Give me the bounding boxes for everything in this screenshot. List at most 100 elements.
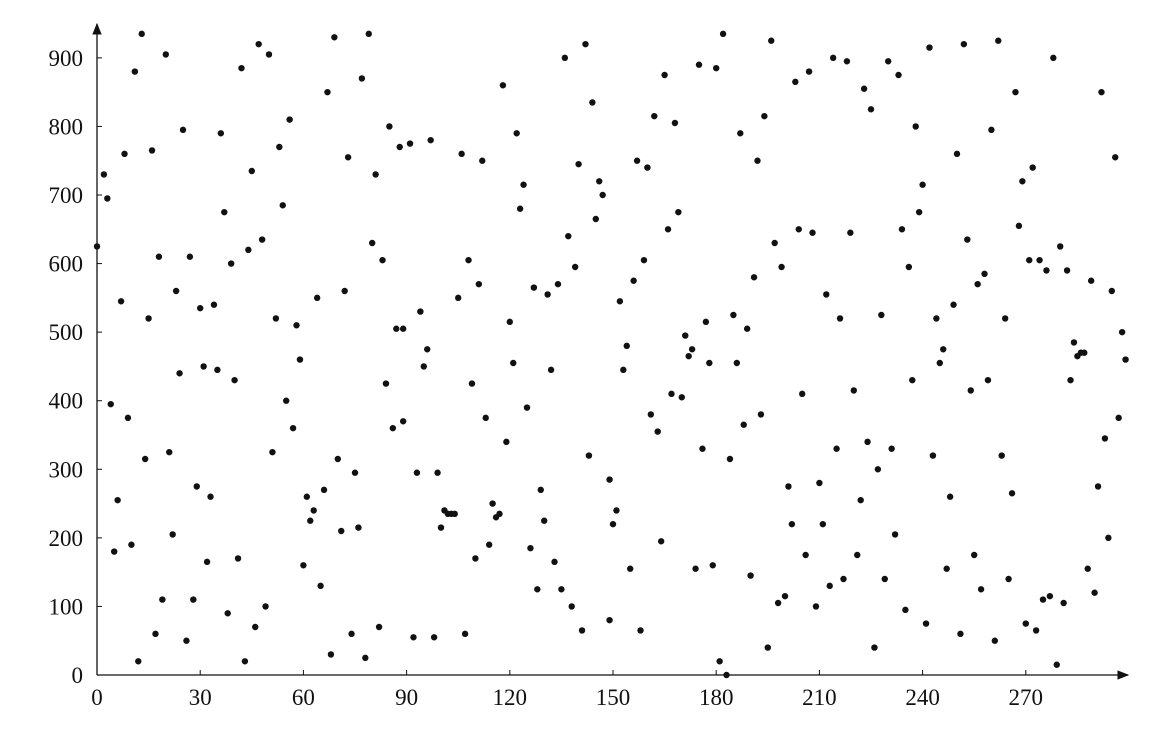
point: [141, 455, 149, 463]
point: [1019, 178, 1026, 185]
point: [867, 106, 875, 113]
point: [520, 181, 527, 188]
point: [300, 562, 307, 569]
point: [172, 287, 180, 295]
point: [1043, 267, 1050, 274]
point: [726, 455, 734, 463]
point: [1094, 483, 1102, 490]
point: [503, 438, 510, 446]
point: [262, 603, 269, 610]
point: [864, 438, 871, 446]
point: [926, 44, 933, 51]
x-tick-label: 120: [493, 685, 528, 710]
point: [613, 507, 620, 514]
point: [238, 64, 245, 72]
point: [1098, 88, 1105, 96]
point: [1015, 222, 1023, 230]
x-tick-label: 240: [905, 685, 940, 710]
point: [541, 517, 548, 524]
point: [482, 414, 489, 422]
y-tick-label: 200: [49, 526, 84, 551]
point: [1053, 661, 1060, 668]
point: [358, 75, 366, 82]
point: [905, 263, 913, 271]
point: [805, 68, 813, 75]
point: [272, 315, 280, 322]
point: [1115, 414, 1122, 422]
point: [121, 150, 128, 158]
point: [874, 466, 882, 473]
point: [633, 157, 641, 164]
point: [750, 274, 758, 281]
point: [210, 301, 218, 308]
y-tick-label: 0: [72, 663, 84, 688]
point: [630, 277, 637, 284]
x-tick-label: 90: [395, 685, 418, 710]
point: [898, 226, 906, 233]
point: [840, 575, 847, 583]
point: [699, 445, 706, 452]
point: [719, 30, 727, 38]
point: [558, 586, 565, 593]
point: [833, 445, 840, 452]
point: [162, 51, 169, 58]
point: [578, 627, 586, 634]
point: [420, 363, 427, 370]
point: [592, 215, 599, 223]
point: [317, 582, 324, 590]
y-tick-label: 100: [49, 594, 84, 619]
point: [1105, 534, 1112, 542]
point: [107, 400, 114, 408]
point: [826, 582, 833, 590]
point: [516, 205, 524, 212]
point: [506, 318, 513, 326]
point: [475, 280, 483, 288]
point: [138, 30, 145, 38]
y-tick-label: 300: [49, 457, 84, 482]
point: [386, 123, 393, 130]
point: [571, 263, 579, 271]
point: [179, 126, 187, 134]
point: [214, 366, 221, 374]
point: [461, 630, 469, 638]
point: [816, 479, 823, 487]
point: [1060, 599, 1067, 607]
point: [551, 558, 558, 566]
point: [688, 346, 696, 353]
point: [902, 606, 909, 614]
x-tick-label: 270: [1009, 685, 1044, 710]
point: [159, 596, 166, 603]
point: [372, 171, 379, 178]
point: [1057, 243, 1064, 250]
x-tick-label: 150: [596, 685, 631, 710]
point: [496, 510, 503, 518]
point: [860, 85, 868, 92]
point: [957, 630, 964, 638]
point: [933, 315, 940, 322]
point: [331, 34, 338, 41]
y-tick-label: 400: [49, 389, 84, 414]
point: [334, 455, 341, 463]
point: [792, 78, 799, 86]
point: [713, 64, 720, 72]
point: [399, 418, 407, 425]
point: [871, 644, 878, 651]
point: [740, 421, 747, 428]
point: [197, 304, 204, 312]
y-tick-label: 500: [49, 320, 84, 345]
point: [723, 671, 730, 679]
point: [252, 623, 259, 631]
point: [644, 164, 651, 171]
point: [183, 637, 190, 644]
point: [527, 544, 534, 552]
point: [124, 414, 132, 422]
point: [1118, 328, 1126, 336]
point: [640, 256, 648, 264]
point: [455, 294, 462, 302]
point: [988, 126, 995, 134]
point: [1067, 376, 1074, 384]
point: [812, 603, 820, 610]
point: [365, 30, 372, 38]
point: [836, 315, 844, 322]
point: [946, 493, 954, 500]
